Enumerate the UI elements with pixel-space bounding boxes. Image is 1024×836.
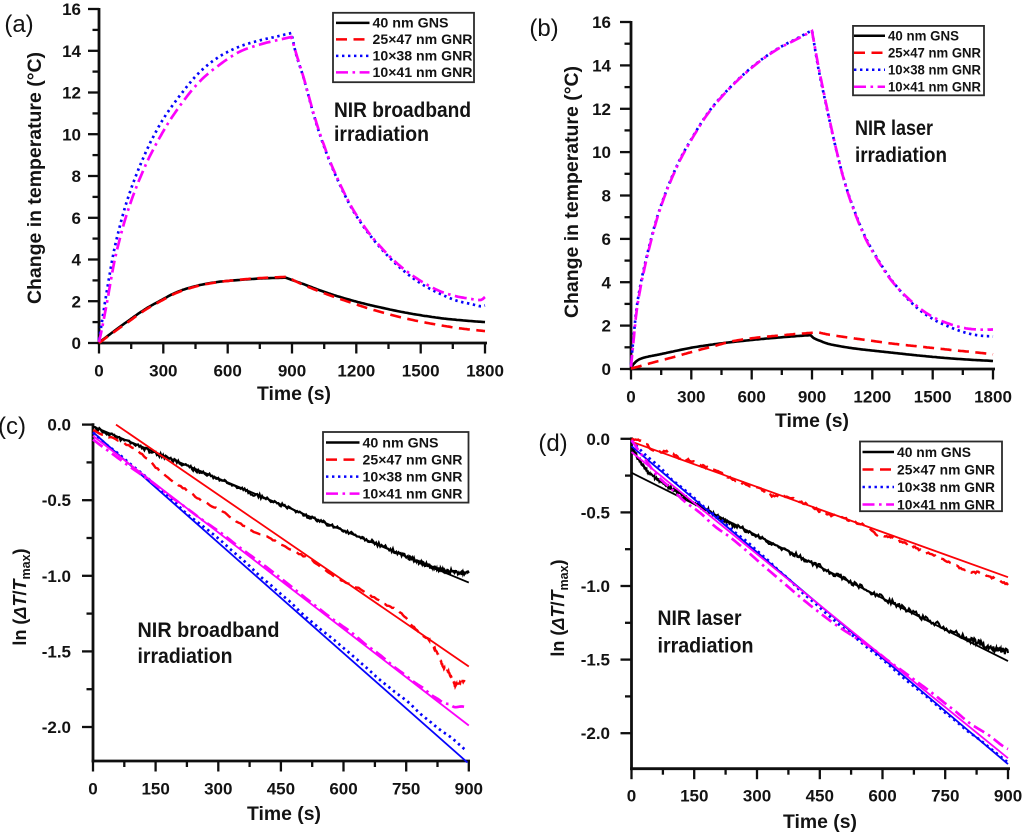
svg-text:10×41 nm GNR: 10×41 nm GNR [373,64,473,80]
svg-text:(b): (b) [529,15,558,42]
svg-text:0: 0 [88,780,97,799]
svg-text:8: 8 [72,167,81,186]
svg-text:1500: 1500 [914,388,952,407]
svg-text:10×38 nm GNR: 10×38 nm GNR [888,62,981,78]
svg-text:600: 600 [213,362,241,381]
svg-text:10×38 nm GNR: 10×38 nm GNR [373,48,473,64]
svg-text:40 nm GNS: 40 nm GNS [373,15,449,31]
svg-text:1200: 1200 [853,388,891,407]
svg-text:Change in temperature (°C): Change in temperature (°C) [562,66,583,318]
svg-text:1500: 1500 [402,362,440,381]
svg-text:6: 6 [602,230,611,249]
svg-text:900: 900 [455,780,483,799]
svg-text:450: 450 [267,780,295,799]
svg-text:6: 6 [72,209,81,228]
svg-text:10×41 nm GNR: 10×41 nm GNR [888,79,981,95]
svg-text:NIR broadband: NIR broadband [138,619,280,642]
svg-text:900: 900 [994,787,1022,806]
svg-text:1800: 1800 [466,362,504,381]
svg-text:NIR laser: NIR laser [658,607,742,630]
svg-text:(c): (c) [0,413,26,440]
svg-text:ln (ΔT/Tmax): ln (ΔT/Tmax) [10,548,33,645]
svg-text:900: 900 [278,362,306,381]
svg-text:450: 450 [806,787,834,806]
svg-text:600: 600 [737,388,765,407]
svg-text:1200: 1200 [337,362,375,381]
svg-text:10: 10 [592,143,611,162]
svg-text:600: 600 [329,780,357,799]
svg-text:-1.5: -1.5 [581,651,610,670]
svg-text:750: 750 [931,787,959,806]
svg-text:14: 14 [592,56,611,75]
svg-text:0.0: 0.0 [47,416,71,435]
svg-text:25×47 nm GNR: 25×47 nm GNR [888,45,981,61]
svg-text:300: 300 [204,780,232,799]
svg-text:16: 16 [62,0,81,19]
svg-text:irradiation: irradiation [334,123,429,146]
svg-text:10×38 nm GNR: 10×38 nm GNR [363,468,463,484]
svg-text:-0.5: -0.5 [581,503,610,522]
svg-text:10×38 nm GNR: 10×38 nm GNR [897,479,995,495]
svg-text:10×41 nm GNR: 10×41 nm GNR [897,496,995,512]
svg-text:750: 750 [392,780,420,799]
svg-text:Time (s): Time (s) [783,812,857,833]
svg-text:10: 10 [62,125,81,144]
svg-text:12: 12 [62,84,81,103]
svg-text:150: 150 [680,787,708,806]
svg-text:8: 8 [602,187,611,206]
svg-text:0: 0 [602,360,611,379]
svg-text:900: 900 [798,388,826,407]
svg-text:0.0: 0.0 [586,430,610,449]
svg-text:300: 300 [677,388,705,407]
svg-text:-0.5: -0.5 [42,491,71,510]
svg-text:0: 0 [94,362,103,381]
svg-text:4: 4 [602,273,612,292]
svg-text:Time (s): Time (s) [257,384,331,405]
svg-text:-1.0: -1.0 [42,567,71,586]
svg-text:25×47 nm GNR: 25×47 nm GNR [897,461,995,477]
svg-text:2: 2 [602,317,611,336]
svg-text:0: 0 [72,334,81,353]
svg-text:40 nm GNS: 40 nm GNS [363,434,439,450]
svg-text:-1.0: -1.0 [581,577,610,596]
svg-text:Time (s): Time (s) [247,804,321,825]
svg-text:25×47 nm GNR: 25×47 nm GNR [373,31,473,47]
svg-text:NIR broadband: NIR broadband [334,99,471,122]
svg-text:-1.5: -1.5 [42,642,71,661]
svg-text:600: 600 [868,787,896,806]
svg-text:-2.0: -2.0 [581,724,610,743]
svg-text:300: 300 [149,362,177,381]
svg-text:irradiation: irradiation [855,144,947,167]
svg-text:12: 12 [592,100,611,119]
svg-text:Time (s): Time (s) [775,411,849,432]
svg-text:0: 0 [627,787,636,806]
svg-text:40 nm GNS: 40 nm GNS [897,444,971,460]
svg-text:300: 300 [743,787,771,806]
svg-text:Change in temperature (°C): Change in temperature (°C) [25,52,46,304]
svg-text:1800: 1800 [974,388,1012,407]
svg-text:14: 14 [62,42,81,61]
svg-text:irradiation: irradiation [138,645,233,668]
svg-text:16: 16 [592,13,611,32]
svg-text:40 nm GNS: 40 nm GNS [888,28,959,44]
svg-text:NIR laser: NIR laser [855,117,933,140]
svg-text:4: 4 [72,251,82,270]
svg-text:25×47 nm GNR: 25×47 nm GNR [363,451,463,467]
svg-text:(a): (a) [4,11,33,38]
svg-text:-2.0: -2.0 [42,718,71,737]
svg-text:irradiation: irradiation [658,635,754,658]
svg-text:ln (ΔT/Tmax): ln (ΔT/Tmax) [548,559,571,656]
svg-text:0: 0 [626,388,635,407]
svg-text:(d): (d) [538,430,567,457]
svg-text:2: 2 [72,292,81,311]
svg-text:10×41 nm GNR: 10×41 nm GNR [363,485,463,501]
svg-text:150: 150 [141,780,169,799]
